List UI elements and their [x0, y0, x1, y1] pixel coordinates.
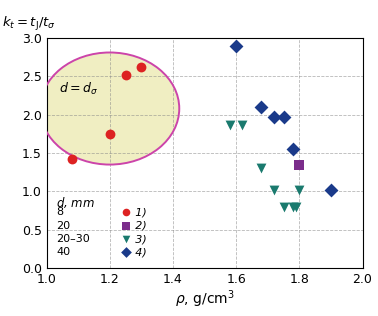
Text: 8: 8	[56, 207, 63, 217]
Point	[259, 166, 265, 171]
Point	[290, 147, 296, 152]
Point	[296, 162, 302, 167]
Text: 40: 40	[56, 247, 70, 258]
Text: 1): 1)	[133, 207, 147, 217]
Point	[122, 236, 129, 241]
Point	[271, 187, 277, 192]
Point	[271, 114, 277, 119]
Point	[233, 43, 239, 48]
Point	[280, 114, 287, 119]
X-axis label: $\rho$, g/cm$^3$: $\rho$, g/cm$^3$	[175, 289, 234, 310]
Ellipse shape	[40, 52, 179, 165]
Point	[293, 204, 299, 209]
Point	[122, 223, 129, 228]
Text: 4): 4)	[133, 247, 147, 258]
Point	[138, 64, 144, 70]
Point	[290, 204, 296, 209]
Point	[296, 187, 302, 192]
Text: 20–30: 20–30	[56, 234, 90, 244]
Text: 20: 20	[56, 221, 70, 231]
Point	[280, 204, 287, 209]
Point	[69, 157, 75, 162]
Text: 2): 2)	[133, 221, 147, 231]
Point	[328, 187, 334, 192]
Point	[122, 250, 129, 255]
Text: $d$, mm: $d$, mm	[56, 195, 95, 210]
Point	[122, 210, 129, 215]
Text: $k_t = t_\mathrm{J}/t_\sigma$: $k_t = t_\mathrm{J}/t_\sigma$	[2, 15, 56, 33]
Point	[259, 105, 265, 110]
Point	[107, 131, 113, 137]
Text: 3): 3)	[133, 234, 147, 244]
Text: $d = d_{\sigma}$: $d = d_{\sigma}$	[59, 81, 98, 97]
Point	[227, 122, 233, 127]
Point	[122, 72, 129, 77]
Point	[239, 122, 245, 127]
